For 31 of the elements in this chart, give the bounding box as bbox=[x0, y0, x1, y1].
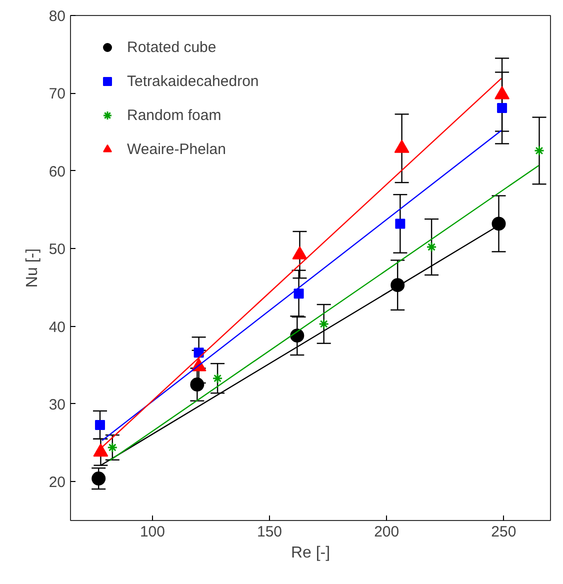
point bbox=[194, 348, 204, 358]
x-axis-title: Re [-] bbox=[290, 544, 330, 562]
point bbox=[92, 472, 106, 486]
y-tick-label: 20 bbox=[48, 474, 66, 492]
point bbox=[390, 278, 405, 292]
y-tick-label: 40 bbox=[48, 318, 66, 336]
point bbox=[95, 420, 105, 430]
y-tick-label: 70 bbox=[48, 86, 66, 103]
y-tick-label: 50 bbox=[48, 241, 66, 258]
y-tick-label: 60 bbox=[48, 163, 66, 180]
x-tick-label: 250 bbox=[491, 524, 516, 540]
point bbox=[107, 442, 118, 453]
point bbox=[426, 242, 437, 252]
point bbox=[190, 378, 204, 392]
point bbox=[294, 288, 304, 299]
legend-label: Weaire-Phelan bbox=[127, 140, 226, 158]
x-tick-label: 100 bbox=[140, 524, 165, 540]
y-axis-title: Nu [-] bbox=[24, 248, 41, 288]
x-tick-label: 200 bbox=[374, 524, 400, 540]
x-tick-label: 150 bbox=[257, 524, 282, 540]
point bbox=[492, 216, 506, 231]
legend-label: Tetrakaidecahedron bbox=[127, 72, 259, 90]
y-tick-label: 80 bbox=[48, 8, 66, 25]
legend-label: Random foam bbox=[127, 106, 222, 124]
point bbox=[212, 373, 223, 384]
point bbox=[318, 318, 330, 330]
y-tick-label: 30 bbox=[48, 396, 66, 414]
point bbox=[395, 218, 406, 229]
point bbox=[497, 102, 508, 113]
point bbox=[534, 145, 545, 156]
legend-label: Rotated cube bbox=[127, 38, 216, 56]
